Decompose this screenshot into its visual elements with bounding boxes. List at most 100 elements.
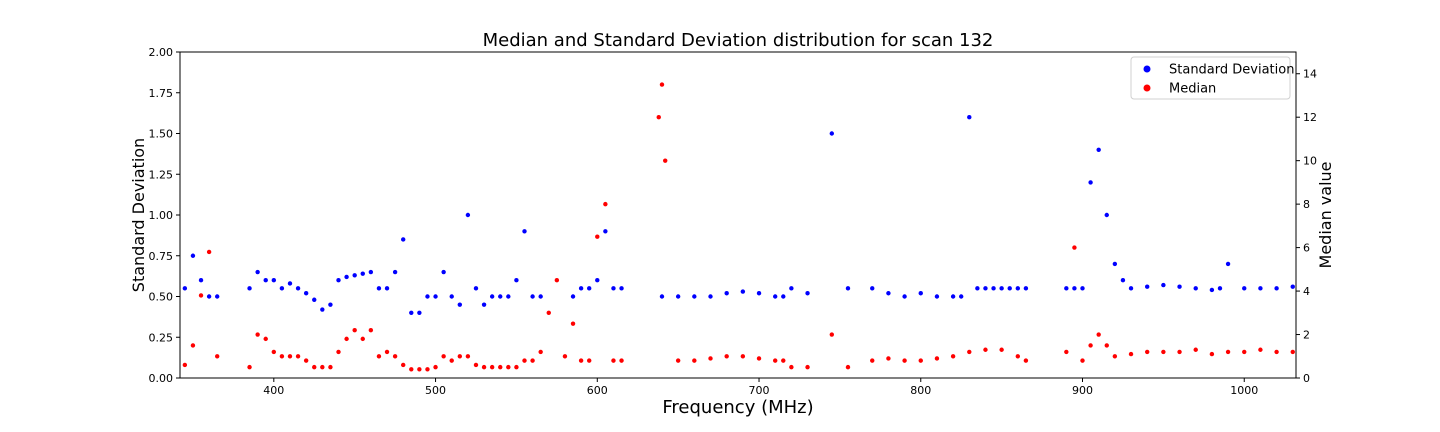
x-tick-label: 500 — [425, 384, 446, 397]
median-point — [522, 358, 527, 363]
std-dev-point — [263, 278, 268, 283]
x-axis: 400 500 600 700 800 900 1000 — [263, 378, 1258, 397]
std-dev-point — [1080, 286, 1085, 291]
median-point — [870, 358, 875, 363]
x-tick-label: 600 — [587, 384, 608, 397]
std-dev-point — [1096, 147, 1101, 152]
median-point — [320, 364, 325, 370]
median-point — [190, 343, 196, 348]
median-point — [1225, 349, 1231, 355]
std-dev-point — [950, 294, 956, 299]
median-point — [1209, 351, 1215, 357]
median-point — [303, 358, 309, 363]
y-tick-label: 2.00 — [149, 46, 174, 59]
std-dev-point — [595, 278, 600, 283]
y-tick-label: 1.00 — [149, 209, 174, 222]
median-point — [376, 354, 382, 359]
median-point — [675, 358, 681, 363]
std-dev-point — [587, 286, 592, 291]
std-dev-point — [1177, 284, 1182, 289]
std-dev-point — [902, 294, 907, 299]
std-dev-point — [473, 286, 479, 291]
std-dev-point — [870, 286, 875, 291]
std-dev-point — [603, 229, 608, 234]
median-point — [1112, 354, 1118, 359]
y2-tick-label: 6 — [1303, 242, 1310, 255]
median-point — [401, 362, 406, 368]
median-point — [368, 327, 374, 333]
std-dev-point — [295, 286, 301, 291]
median-point — [457, 354, 463, 359]
median-point — [530, 358, 535, 363]
std-dev-point — [255, 269, 260, 275]
std-dev-point — [611, 286, 616, 291]
median-point — [498, 364, 503, 370]
median-point — [999, 347, 1004, 352]
std-dev-point — [675, 294, 681, 299]
x-axis-label: Frequency (MHz) — [662, 397, 813, 418]
legend: Standard Deviation Median — [1130, 56, 1294, 100]
std-dev-point — [506, 294, 511, 299]
median-point — [473, 362, 479, 368]
std-dev-point — [975, 286, 980, 291]
std-dev-point — [991, 286, 996, 291]
median-point — [724, 354, 729, 359]
std-dev-point — [1290, 284, 1295, 289]
std-dev-point — [425, 294, 430, 299]
std-dev-point — [773, 294, 778, 299]
median-point — [489, 364, 495, 370]
std-dev-point — [433, 294, 438, 299]
median-point — [562, 354, 568, 359]
median-point — [570, 321, 576, 326]
std-dev-point — [522, 229, 527, 234]
median-point — [352, 327, 357, 333]
std-dev-point — [457, 302, 463, 307]
std-dev-point — [409, 310, 414, 315]
median-point — [611, 358, 616, 363]
std-dev-point — [1072, 286, 1077, 291]
median-point — [740, 354, 746, 359]
median-point — [554, 278, 560, 283]
std-dev-point — [781, 294, 786, 299]
y2-tick-label: 14 — [1303, 68, 1317, 81]
median-point — [417, 367, 422, 372]
std-dev-point — [829, 131, 835, 136]
std-dev-point — [271, 278, 277, 283]
median-point — [538, 349, 543, 355]
std-dev-point — [215, 294, 220, 299]
median-point — [886, 356, 891, 361]
std-dev-point — [619, 286, 624, 291]
std-dev-point — [1088, 180, 1093, 185]
std-dev-point — [287, 281, 293, 286]
std-dev-point — [1242, 286, 1247, 291]
std-dev-point — [1217, 286, 1223, 291]
std-dev-point — [1193, 286, 1198, 291]
std-dev-point — [1112, 261, 1118, 267]
std-dev-point — [489, 294, 495, 299]
std-dev-point — [1145, 284, 1150, 289]
median-point — [595, 234, 600, 239]
median-point — [1145, 349, 1150, 355]
x-tick-label: 1000 — [1230, 384, 1258, 397]
median-point — [1290, 349, 1295, 355]
y-tick-label: 1.25 — [149, 168, 174, 181]
std-dev-point — [401, 237, 406, 242]
median-point — [659, 82, 665, 87]
median-point — [708, 356, 713, 361]
y2-tick-label: 8 — [1303, 198, 1310, 211]
median-point — [198, 293, 204, 298]
legend-label-std: Standard Deviation — [1169, 63, 1294, 78]
median-point — [546, 310, 551, 315]
median-point — [449, 358, 454, 363]
median-point — [1023, 358, 1029, 363]
median-point — [287, 354, 293, 359]
std-dev-point — [918, 291, 923, 296]
chart-title: Median and Standard Deviation distributi… — [483, 30, 994, 51]
y-tick-label: 0.75 — [149, 250, 174, 263]
std-dev-point — [514, 278, 519, 283]
median-point — [902, 358, 907, 363]
median-point — [934, 356, 940, 361]
std-dev-point — [999, 286, 1004, 291]
y-tick-label: 0.50 — [149, 291, 174, 304]
